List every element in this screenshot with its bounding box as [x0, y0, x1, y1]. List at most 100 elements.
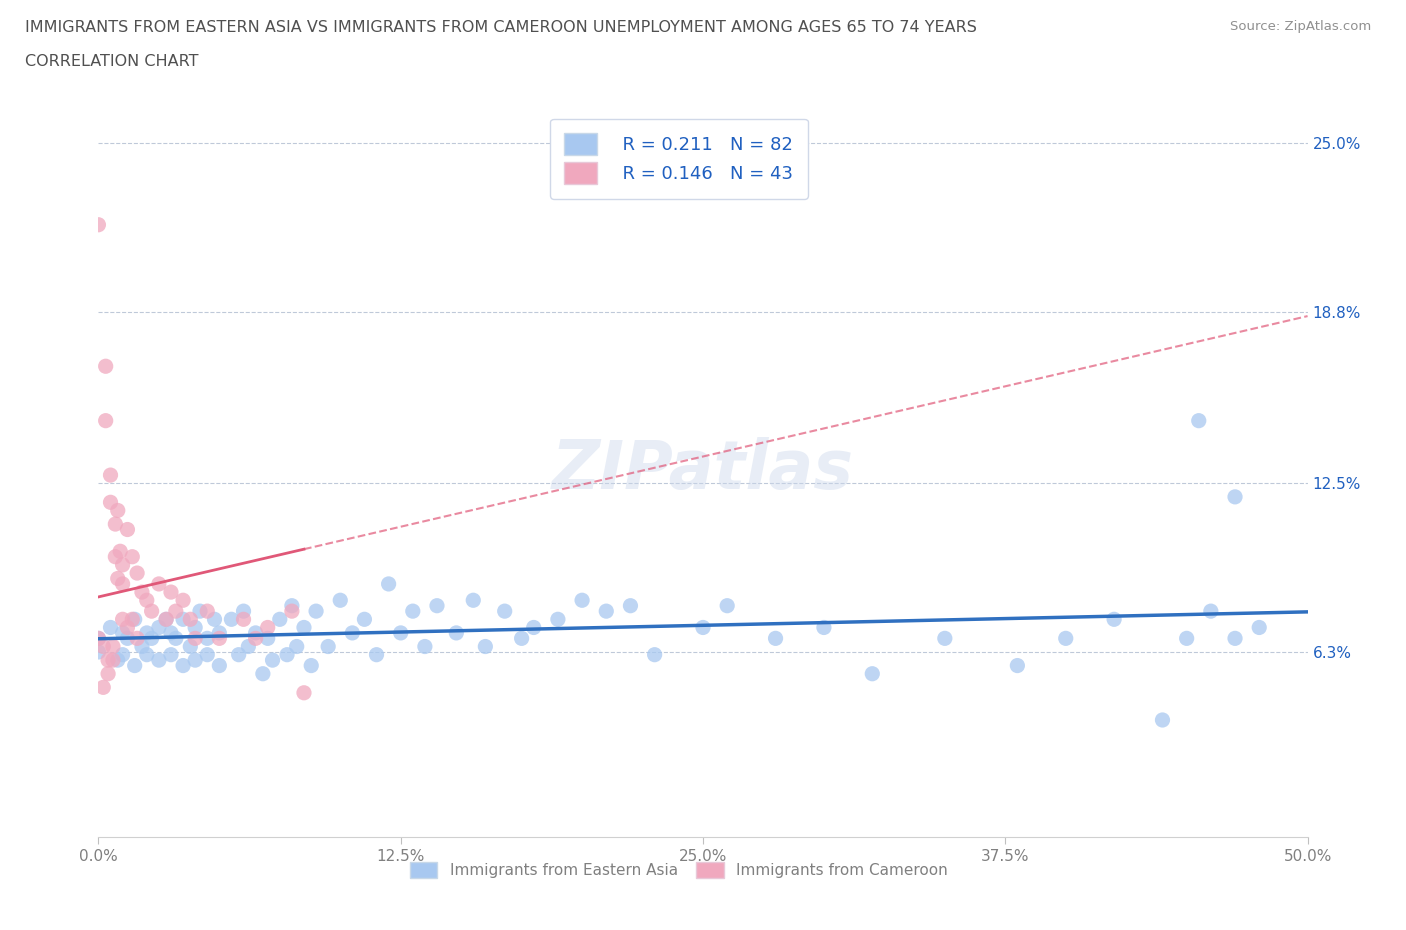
- Point: [595, 604, 617, 618]
- Point: [292, 620, 315, 635]
- Point: [179, 639, 201, 654]
- Point: [184, 653, 207, 668]
- Point: [446, 626, 468, 641]
- Point: [256, 620, 278, 635]
- Point: [208, 658, 231, 673]
- Point: [644, 647, 666, 662]
- Point: [281, 598, 304, 613]
- Point: [160, 585, 183, 600]
- Point: [97, 653, 120, 668]
- Point: [1054, 631, 1077, 645]
- Point: [228, 647, 250, 662]
- Point: [165, 604, 187, 618]
- Point: [172, 592, 194, 607]
- Point: [94, 359, 117, 374]
- Point: [87, 631, 110, 645]
- Point: [165, 631, 187, 645]
- Point: [141, 604, 163, 618]
- Point: [377, 577, 399, 591]
- Point: [172, 612, 194, 627]
- Point: [87, 644, 110, 659]
- Point: [111, 647, 134, 662]
- Point: [389, 626, 412, 641]
- Point: [474, 639, 496, 654]
- Point: [245, 626, 267, 641]
- Point: [208, 626, 231, 641]
- Point: [135, 647, 157, 662]
- Point: [117, 620, 139, 635]
- Point: [101, 639, 124, 654]
- Point: [329, 592, 352, 607]
- Point: [117, 631, 139, 645]
- Point: [94, 413, 117, 428]
- Point: [252, 666, 274, 681]
- Point: [269, 612, 291, 627]
- Point: [1007, 658, 1029, 673]
- Point: [619, 598, 641, 613]
- Point: [1249, 620, 1271, 635]
- Point: [1223, 489, 1246, 504]
- Point: [127, 565, 149, 580]
- Point: [172, 658, 194, 673]
- Point: [1152, 712, 1174, 727]
- Point: [934, 631, 956, 645]
- Point: [232, 612, 254, 627]
- Point: [221, 612, 243, 627]
- Point: [135, 626, 157, 641]
- Point: [765, 631, 787, 645]
- Point: [245, 631, 267, 645]
- Point: [100, 620, 122, 635]
- Point: [184, 620, 207, 635]
- Text: Source: ZipAtlas.com: Source: ZipAtlas.com: [1230, 20, 1371, 33]
- Point: [104, 550, 127, 565]
- Point: [413, 639, 436, 654]
- Point: [87, 218, 110, 232]
- Point: [111, 612, 134, 627]
- Point: [256, 631, 278, 645]
- Point: [121, 612, 143, 627]
- Point: [111, 626, 134, 641]
- Point: [107, 503, 129, 518]
- Point: [91, 639, 114, 654]
- Point: [510, 631, 533, 645]
- Point: [1188, 413, 1211, 428]
- Text: IMMIGRANTS FROM EASTERN ASIA VS IMMIGRANTS FROM CAMEROON UNEMPLOYMENT AMONG AGES: IMMIGRANTS FROM EASTERN ASIA VS IMMIGRAN…: [25, 20, 977, 35]
- Point: [155, 612, 177, 627]
- Point: [426, 598, 449, 613]
- Point: [108, 544, 131, 559]
- Point: [353, 612, 375, 627]
- Point: [262, 653, 284, 668]
- Point: [104, 517, 127, 532]
- Point: [305, 604, 328, 618]
- Point: [100, 468, 122, 483]
- Point: [131, 585, 153, 600]
- Point: [208, 631, 231, 645]
- Point: [91, 680, 114, 695]
- Point: [127, 631, 149, 645]
- Point: [342, 626, 364, 641]
- Point: [184, 631, 207, 645]
- Point: [1199, 604, 1222, 618]
- Point: [148, 620, 170, 635]
- Point: [860, 666, 883, 681]
- Point: [547, 612, 569, 627]
- Point: [141, 631, 163, 645]
- Point: [107, 653, 129, 668]
- Point: [523, 620, 546, 635]
- Point: [299, 658, 322, 673]
- Point: [692, 620, 714, 635]
- Point: [366, 647, 388, 662]
- Text: ZIPatlas: ZIPatlas: [553, 437, 853, 502]
- Point: [97, 666, 120, 681]
- Point: [571, 592, 593, 607]
- Point: [494, 604, 516, 618]
- Point: [160, 647, 183, 662]
- Point: [1223, 631, 1246, 645]
- Point: [292, 685, 315, 700]
- Point: [195, 604, 218, 618]
- Point: [238, 639, 260, 654]
- Point: [160, 626, 183, 641]
- Point: [107, 571, 129, 586]
- Point: [1175, 631, 1198, 645]
- Legend: Immigrants from Eastern Asia, Immigrants from Cameroon: Immigrants from Eastern Asia, Immigrants…: [404, 857, 953, 884]
